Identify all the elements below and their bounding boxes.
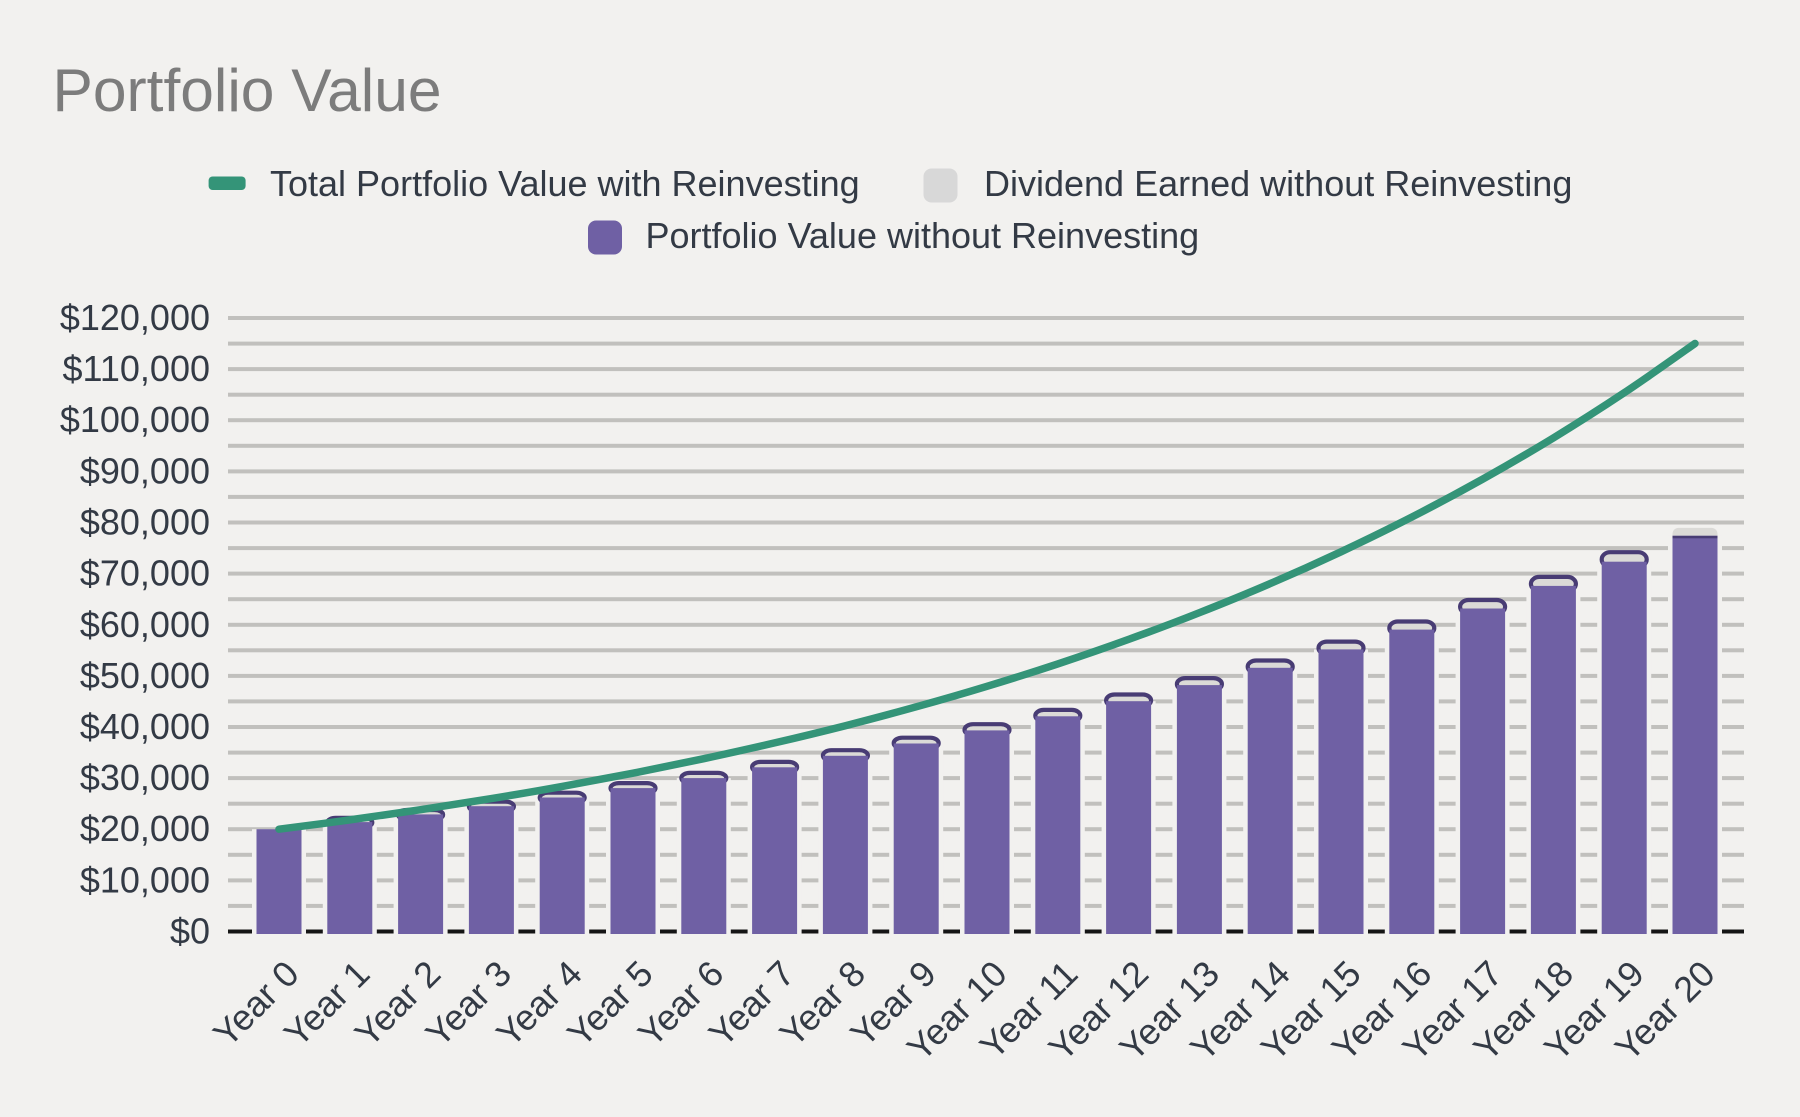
svg-text:$50,000: $50,000 bbox=[80, 655, 210, 696]
svg-text:$30,000: $30,000 bbox=[80, 757, 210, 798]
svg-text:$40,000: $40,000 bbox=[80, 706, 210, 747]
svg-text:Total Portfolio Value with Rei: Total Portfolio Value with Reinvesting bbox=[270, 163, 860, 204]
svg-text:$10,000: $10,000 bbox=[80, 859, 210, 900]
svg-text:$80,000: $80,000 bbox=[80, 502, 210, 543]
svg-text:$100,000: $100,000 bbox=[60, 399, 210, 440]
svg-text:Dividend Earned without Reinve: Dividend Earned without Reinvesting bbox=[984, 163, 1572, 204]
svg-text:$60,000: $60,000 bbox=[80, 604, 210, 645]
svg-text:$90,000: $90,000 bbox=[80, 450, 210, 491]
svg-text:$0: $0 bbox=[170, 911, 210, 952]
svg-text:Portfolio Value: Portfolio Value bbox=[53, 56, 442, 124]
svg-text:$120,000: $120,000 bbox=[60, 297, 210, 338]
svg-text:$70,000: $70,000 bbox=[80, 553, 210, 594]
svg-text:$20,000: $20,000 bbox=[80, 808, 210, 849]
svg-text:Portfolio Value without Reinve: Portfolio Value without Reinvesting bbox=[646, 215, 1200, 256]
svg-text:$110,000: $110,000 bbox=[63, 348, 210, 389]
